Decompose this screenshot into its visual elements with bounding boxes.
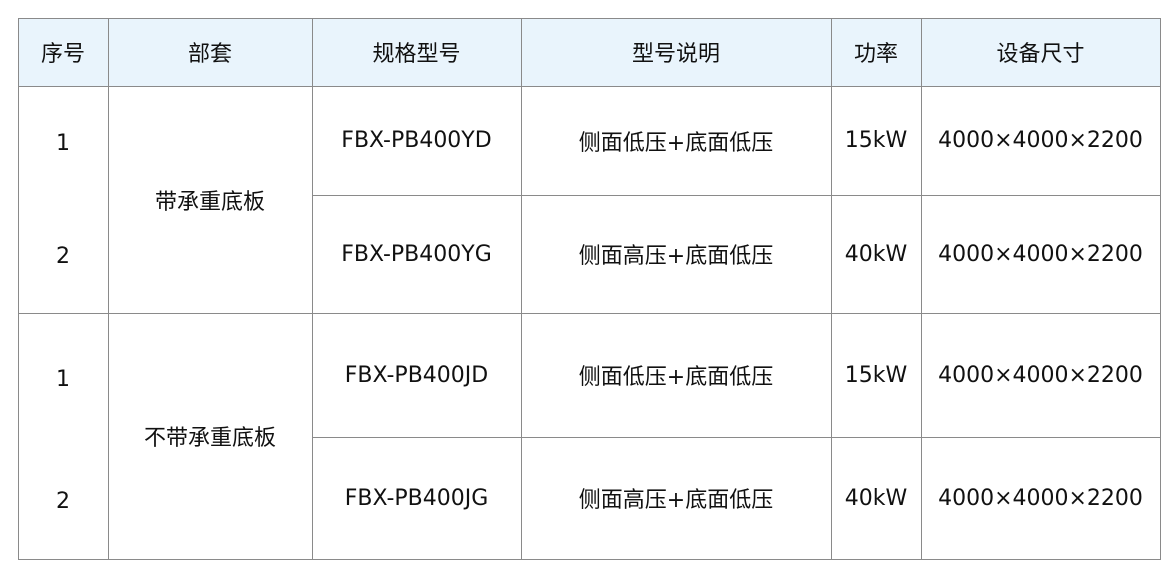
group-name: 不带承重底板 (143, 426, 276, 451)
row-number: 1 (56, 366, 70, 392)
border (921, 18, 922, 560)
size-cell: 4000×4000×2200 (938, 241, 1143, 267)
desc-cell: 侧面低压+底面低压 (578, 365, 774, 390)
header-cell: 功率 (853, 42, 898, 67)
border (312, 195, 1160, 196)
power-cell: 40kW (844, 241, 908, 267)
border (18, 559, 1160, 560)
model-cell: FBX-PB400YG (341, 241, 492, 267)
border (312, 437, 1160, 438)
header-cell: 部套 (187, 42, 232, 67)
row-number: 1 (56, 130, 70, 156)
desc-cell: 侧面高压+底面低压 (578, 244, 774, 269)
border (18, 313, 1160, 314)
group-name: 带承重底板 (154, 189, 265, 215)
border (108, 18, 109, 560)
row-number: 2 (56, 243, 70, 269)
header-cell: 规格型号 (372, 42, 461, 67)
header-cell: 序号 (40, 42, 85, 67)
header-cell: 设备尺寸 (996, 42, 1085, 67)
power-cell: 40kW (844, 485, 908, 511)
model-cell: FBX-PB400JG (344, 485, 489, 511)
header-row (18, 18, 1160, 86)
border (18, 18, 19, 560)
border (18, 86, 1160, 87)
power-cell: 15kW (844, 362, 908, 388)
border (521, 18, 522, 560)
border (1160, 18, 1161, 560)
size-cell: 4000×4000×2200 (938, 362, 1143, 388)
model-cell: FBX-PB400JD (344, 362, 489, 388)
row-number: 2 (56, 488, 70, 514)
border (831, 18, 832, 560)
desc-cell: 侧面低压+底面低压 (578, 130, 774, 156)
desc-cell: 侧面高压+底面低压 (578, 488, 774, 513)
border (312, 18, 313, 560)
power-cell: 15kW (844, 128, 908, 153)
size-cell: 4000×4000×2200 (938, 485, 1143, 511)
model-cell: FBX-PB400YD (341, 128, 492, 153)
size-cell: 4000×4000×2200 (938, 128, 1143, 153)
header-cell: 型号说明 (631, 42, 720, 67)
border (18, 18, 1160, 19)
